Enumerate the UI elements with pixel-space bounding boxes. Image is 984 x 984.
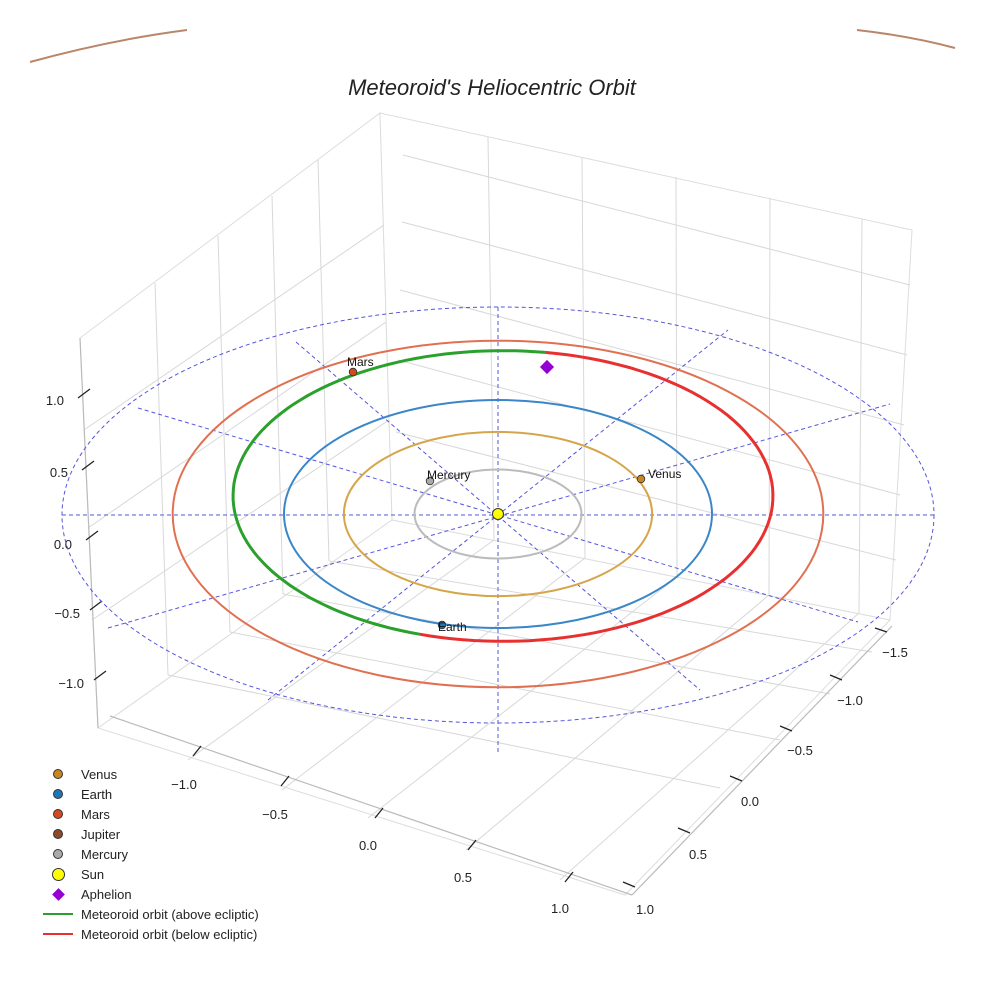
planet-orbits <box>171 339 825 689</box>
aphelion-marker <box>539 359 555 375</box>
mercury-marker <box>425 476 435 486</box>
mercury-label: Mercury <box>427 468 470 482</box>
axis-lines <box>79 337 893 896</box>
mars-dot-icon <box>53 809 63 819</box>
mars-orbit <box>171 339 825 689</box>
legend-item: Sun <box>38 864 259 884</box>
legend-item: Jupiter <box>38 824 259 844</box>
z-tick-label: 0.0 <box>54 537 72 552</box>
meteoroid-orbit-above <box>231 349 546 636</box>
legend-item: Aphelion <box>38 884 259 904</box>
legend-label: Meteoroid orbit (below ecliptic) <box>81 926 258 942</box>
meteoroid-orbit-below <box>419 350 775 643</box>
mars-marker <box>348 367 358 377</box>
legend-label: Meteoroid orbit (above ecliptic) <box>81 906 259 922</box>
grid-lines <box>83 136 911 881</box>
x-tick-label: 0.5 <box>689 847 707 862</box>
jupiter-dot-icon <box>53 829 63 839</box>
legend-item: Mars <box>38 804 259 824</box>
x-tick-label: −1.0 <box>837 693 863 708</box>
legend: Venus Earth Mars Jupiter Mercury Sun Aph… <box>38 764 259 944</box>
x-tick-label: 0.0 <box>741 794 759 809</box>
legend-label: Sun <box>81 866 105 882</box>
legend-label: Aphelion <box>81 886 132 902</box>
sun-dot-icon <box>51 867 65 881</box>
red-line-icon <box>43 933 73 935</box>
z-tick-label: −1.0 <box>58 676 84 691</box>
y-tick-label: 0.5 <box>454 870 472 885</box>
legend-item: Meteoroid orbit (below ecliptic) <box>38 924 259 944</box>
sun-marker <box>492 508 504 520</box>
x-tick-label: 1.0 <box>636 902 654 917</box>
legend-label: Jupiter <box>81 826 121 842</box>
x-tick-labels: −1.5 −1.0 −0.5 0.0 0.5 1.0 <box>636 645 908 917</box>
legend-item: Earth <box>38 784 259 804</box>
planet-markers <box>348 367 646 630</box>
z-tick-label: −0.5 <box>54 606 80 621</box>
earth-marker <box>437 620 447 630</box>
venus-dot-icon <box>53 769 63 779</box>
mercury-orbit <box>413 468 583 560</box>
z-tick-labels: 1.0 0.5 0.0 −0.5 −1.0 <box>46 393 84 691</box>
legend-item: Venus <box>38 764 259 784</box>
venus-label: Venus <box>648 467 681 481</box>
mercury-dot-icon <box>53 849 63 859</box>
y-tick-label: 1.0 <box>551 901 569 916</box>
legend-item: Meteoroid orbit (above ecliptic) <box>38 904 259 924</box>
z-tick-label: 0.5 <box>50 465 68 480</box>
jupiter-orbit-right <box>856 29 956 49</box>
y-tick-label: 0.0 <box>359 838 377 853</box>
legend-item: Mercury <box>38 844 259 864</box>
z-tick-label: 1.0 <box>46 393 64 408</box>
y-tick-label: −1.0 <box>171 777 197 792</box>
earth-dot-icon <box>53 789 63 799</box>
venus-orbit <box>342 430 654 598</box>
mars-label: Mars <box>347 355 374 369</box>
y-tick-label: −0.5 <box>262 807 288 822</box>
y-tick-labels: −1.0 −0.5 0.0 0.5 1.0 <box>171 777 569 916</box>
earth-label: Earth <box>438 620 467 634</box>
tick-marks <box>77 388 888 888</box>
aphelion-diamond-icon <box>51 887 65 901</box>
legend-label: Earth <box>81 786 113 802</box>
x-tick-label: −1.5 <box>882 645 908 660</box>
legend-label: Mercury <box>81 846 128 862</box>
x-tick-label: −0.5 <box>787 743 813 758</box>
chart-title: Meteoroid's Heliocentric Orbit <box>348 75 637 100</box>
earth-orbit <box>283 399 713 629</box>
legend-label: Mars <box>81 806 110 822</box>
legend-label: Venus <box>81 766 118 782</box>
venus-marker <box>636 474 646 484</box>
jupiter-orbit-left <box>29 29 188 63</box>
green-line-icon <box>43 913 73 915</box>
